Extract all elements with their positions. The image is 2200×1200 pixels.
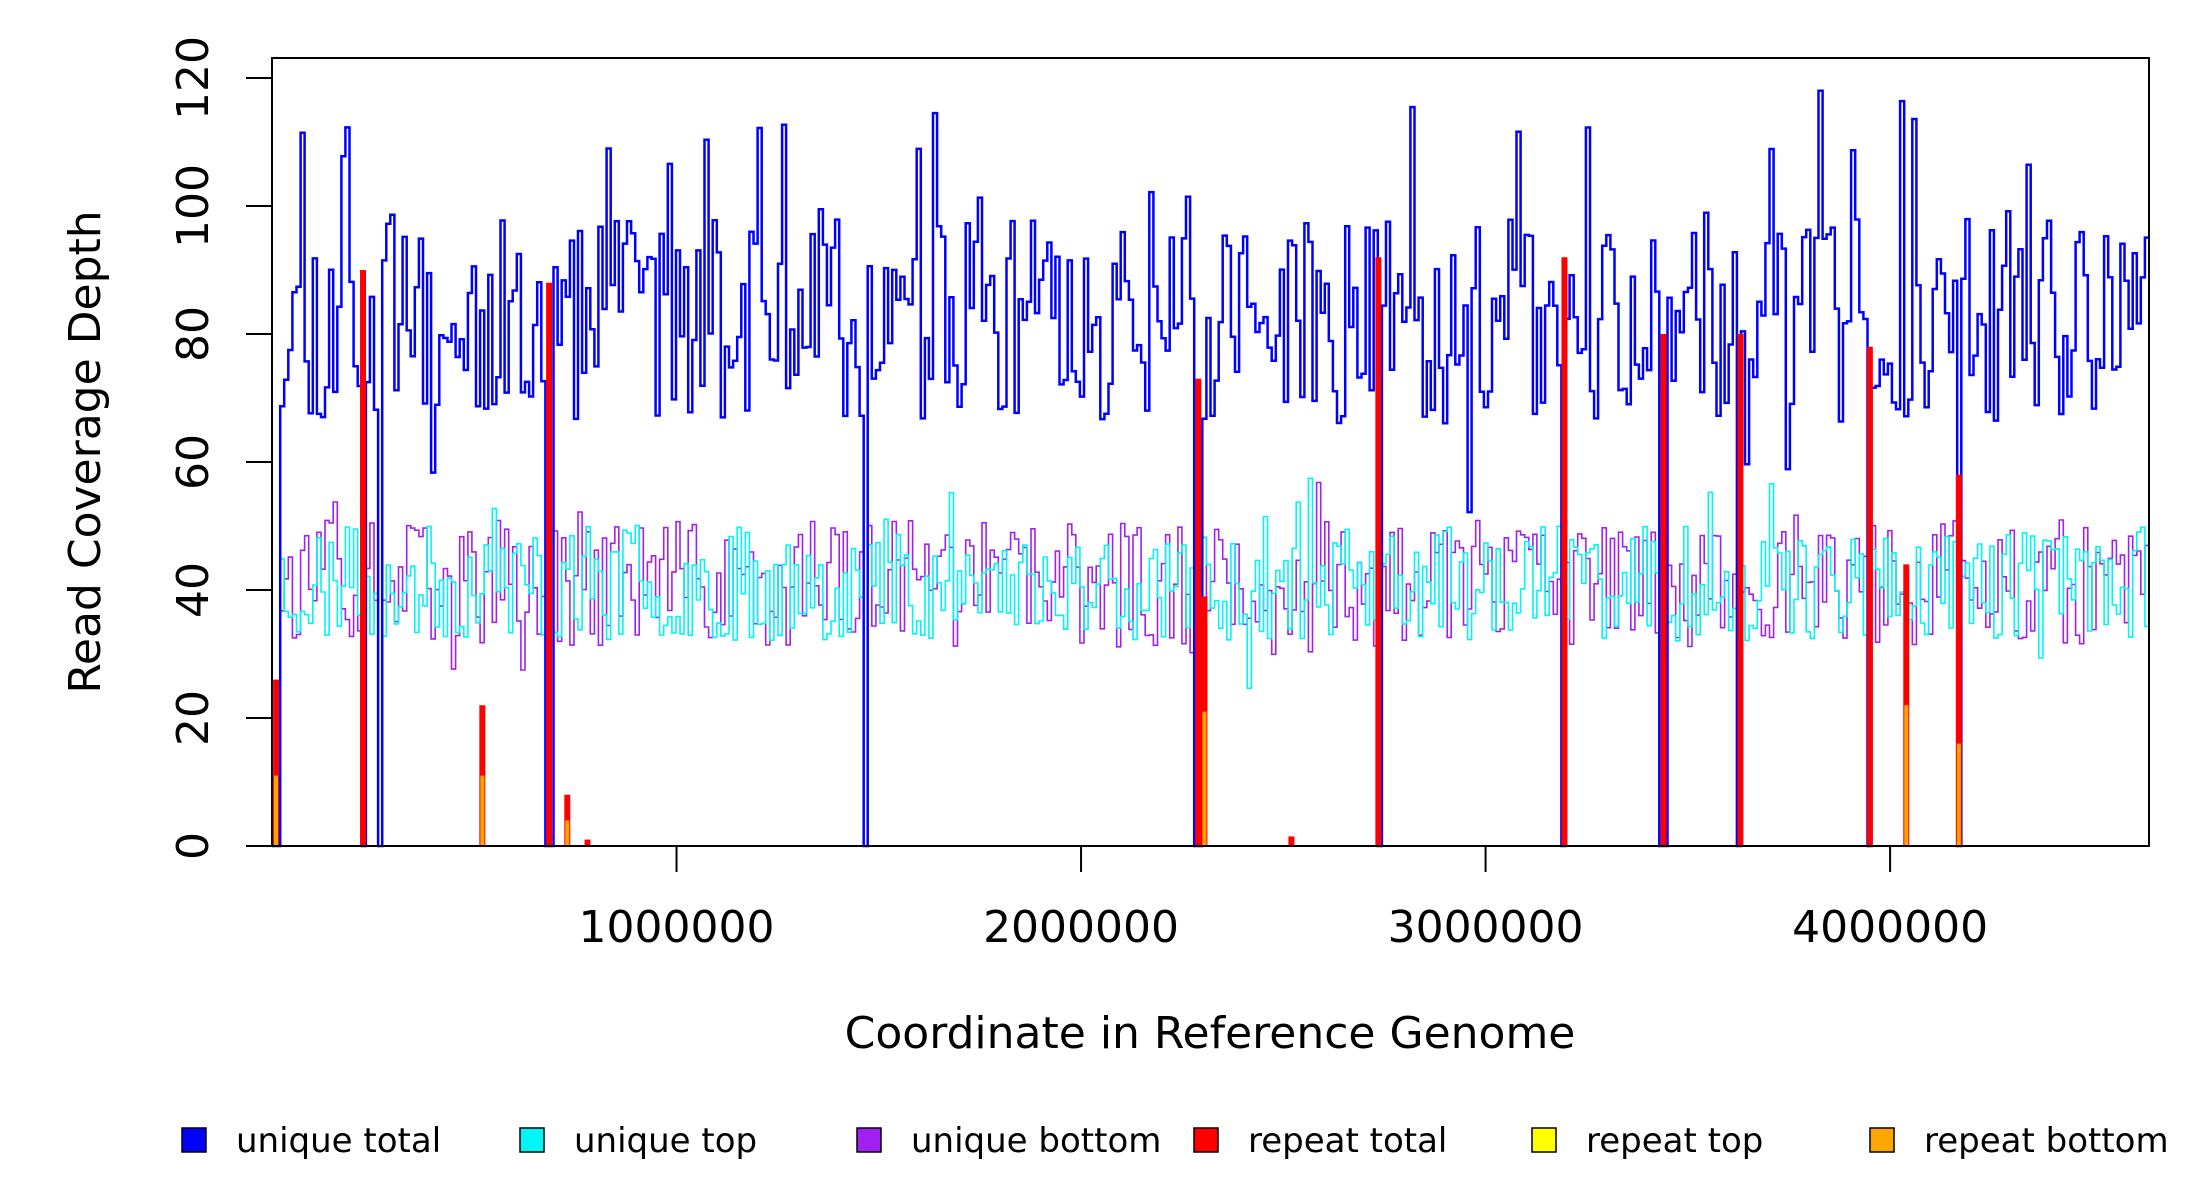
- series-line-unique-total: [272, 89, 2149, 848]
- legend-swatch-repeat-top: [1531, 1127, 1557, 1153]
- x-tick-label: 3000000: [1388, 902, 1584, 953]
- y-tick-label: 120: [168, 36, 219, 120]
- series-line-unique-top: [272, 477, 2149, 847]
- y-tick-label: 20: [168, 690, 219, 746]
- legend-label-repeat-bottom: repeat bottom: [1924, 1121, 2169, 1161]
- legend-label-unique-total: unique total: [236, 1121, 441, 1161]
- legend-swatch-unique-top: [519, 1127, 545, 1153]
- legend-swatch-unique-bottom: [856, 1127, 882, 1153]
- legend-swatch-unique-total: [181, 1127, 207, 1153]
- y-tick-label: 40: [168, 562, 219, 618]
- plot-frame: [271, 57, 2150, 847]
- y-tick-label: 80: [168, 306, 219, 362]
- x-axis: 1000000 2000000 3000000 4000000: [579, 846, 1988, 953]
- legend-label-unique-top: unique top: [574, 1121, 757, 1161]
- legend-label-repeat-top: repeat top: [1586, 1121, 1763, 1161]
- x-tick-label: 2000000: [983, 902, 1179, 953]
- legend-label-repeat-total: repeat total: [1248, 1121, 1447, 1161]
- y-axis-title: Read Coverage Depth: [60, 210, 111, 693]
- legend: unique total unique top unique bottom repea…: [181, 1121, 2169, 1161]
- plot-area: [272, 89, 2149, 848]
- y-tick-label: 60: [168, 434, 219, 490]
- x-tick-label: 1000000: [579, 902, 775, 953]
- y-axis: 0 20 40 60 80 100 120: [168, 36, 272, 860]
- x-axis-title: Coordinate in Reference Genome: [845, 1008, 1576, 1059]
- y-tick-label: 100: [168, 164, 219, 248]
- legend-swatch-repeat-total: [1193, 1127, 1219, 1153]
- x-tick-label: 4000000: [1792, 902, 1988, 953]
- legend-label-unique-bottom: unique bottom: [911, 1121, 1161, 1161]
- y-tick-label: 0: [168, 832, 219, 860]
- legend-swatch-repeat-bottom: [1869, 1127, 1895, 1153]
